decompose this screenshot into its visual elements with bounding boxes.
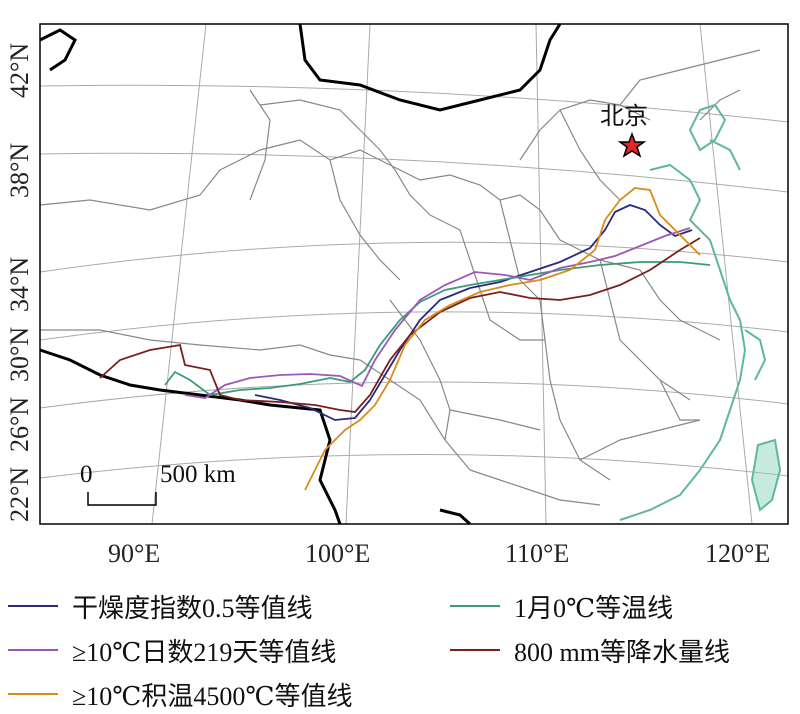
lon-label-100: 100°E <box>305 539 370 568</box>
coastline <box>619 103 782 521</box>
legend-label: 800 mm等降水量线 <box>514 637 730 667</box>
national-border <box>39 23 562 526</box>
legend-label: ≥10℃日数219天等值线 <box>72 637 337 667</box>
legend-swatch <box>8 605 58 607</box>
isoline-days-219 <box>184 227 691 399</box>
isoline-accum-4500 <box>304 187 701 491</box>
legend-label: 1月0℃等温线 <box>514 593 674 623</box>
legend-item-precip-800: 800 mm等降水量线 <box>450 630 730 670</box>
longitude-labels: 90°E 100°E 110°E 120°E <box>108 539 770 568</box>
isoline-jan-0c <box>164 261 711 396</box>
isoline-precip-800 <box>99 237 701 413</box>
legend: 干燥度指数0.5等值线 1月0℃等温线 ≥10℃日数219天等值线 800 mm… <box>0 584 800 713</box>
isoline-aridity-0.5 <box>254 204 693 421</box>
city-label: 北京 <box>600 102 648 130</box>
legend-item-days-219: ≥10℃日数219天等值线 <box>8 630 336 670</box>
lon-label-90: 90°E <box>108 539 160 568</box>
legend-item-accum-4500: ≥10℃积温4500℃等值线 <box>8 674 352 714</box>
legend-swatch <box>450 649 500 651</box>
scale-start: 0 <box>80 461 93 488</box>
graticule-parallels <box>39 84 789 479</box>
legend-swatch <box>8 693 58 695</box>
lon-label-120: 120°E <box>705 539 770 568</box>
scale-bar: 0 500 km <box>80 461 236 506</box>
lat-label-42: 42°N <box>5 43 34 98</box>
map-canvas: 22°N 26°N 30°N 34°N 38°N 42°N 90°E 100°E… <box>5 23 789 568</box>
scale-end: 500 km <box>160 461 236 488</box>
lat-label-34: 34°N <box>5 257 34 312</box>
lon-label-110: 110°E <box>505 539 569 568</box>
legend-swatch <box>8 649 58 651</box>
legend-item-aridity: 干燥度指数0.5等值线 <box>8 586 313 626</box>
lat-label-30: 30°N <box>5 327 34 382</box>
lat-label-22: 22°N <box>5 467 34 522</box>
legend-label: 干燥度指数0.5等值线 <box>72 593 313 623</box>
legend-item-jan-0c: 1月0℃等温线 <box>450 586 673 626</box>
legend-label: ≥10℃积温4500℃等值线 <box>72 681 353 711</box>
city-beijing: 北京 <box>600 102 648 158</box>
lat-label-26: 26°N <box>5 397 34 452</box>
legend-swatch <box>450 605 500 607</box>
latitude-labels: 22°N 26°N 30°N 34°N 38°N 42°N <box>5 43 34 522</box>
province-boundaries <box>39 49 761 506</box>
red-star-icon <box>617 131 647 158</box>
lat-label-38: 38°N <box>5 143 34 198</box>
